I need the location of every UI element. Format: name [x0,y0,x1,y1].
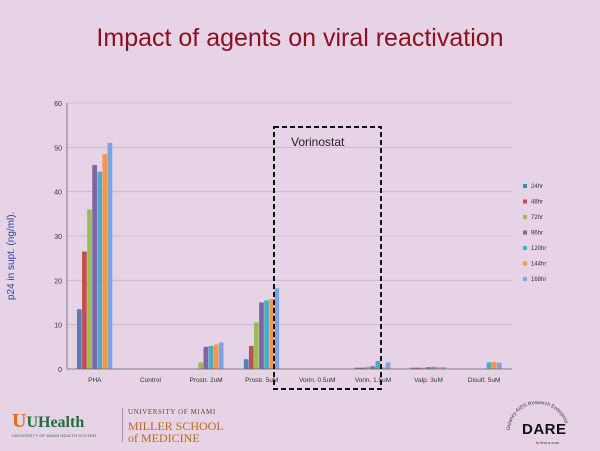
bar [360,367,365,369]
legend-layer: 24hr 48hr 72hr 96hr 120hr 144hr 168hr [523,184,546,283]
legend-swatch [523,199,527,204]
bar [380,367,386,369]
bar [102,153,108,369]
bar [218,342,224,369]
bar [269,298,275,369]
bar [203,346,209,369]
bar [82,251,87,369]
y-tick-label: 10 [54,323,62,330]
bar [426,367,431,369]
university-name: UNIVERSITY OF MIAMI [128,408,216,416]
legend-swatch [523,246,527,250]
x-tick-label: Control [140,377,162,384]
bar [375,361,381,369]
bar [107,142,113,369]
y-tick-label: 40 [54,190,62,197]
dare-logo-ring: Delaney AIDS Research Enterprise [506,400,569,430]
legend-label: 168hr [531,277,546,283]
x-tick-label: Prostr. 2uM [189,377,222,384]
x-tick-label: Valp. 3uM [414,377,443,384]
y-tick-label: 30 [54,234,62,241]
bar [259,302,264,369]
axis-layer: 0 10 20 30 40 50 60 PHA Control Prostr. 2uM Prostr… [54,101,512,384]
y-tick-label: 20 [54,278,62,285]
legend-swatch [523,277,527,281]
bar [213,344,219,369]
bar [208,345,214,369]
bar [370,366,376,369]
bar [274,288,280,369]
vorinostat-highlight-box [273,126,382,390]
bar [76,309,82,369]
bar [431,366,436,369]
x-tick-label: Prostr. 5uM [245,377,278,384]
uhealth-logo-text: UHealth [26,414,85,431]
bar [264,300,269,369]
legend-label: 144hr [531,262,546,268]
legend-swatch [523,261,527,266]
bar [97,171,103,369]
legend-label: 24hr [531,184,543,190]
school-line-1: MILLER SCHOOL [128,419,224,433]
bar [441,367,447,369]
y-tick-label: 50 [54,145,62,152]
legend-swatch [523,184,527,188]
bar [385,362,391,369]
vorinostat-annotation: Vorinostat [291,135,345,149]
school-name: MILLER SCHOOL of MEDICINE [128,420,224,444]
bar [198,362,204,369]
bar [491,361,497,369]
bar [486,362,492,369]
bar [254,322,259,369]
x-tick-label: PHA [88,377,102,384]
legend-swatch [523,230,527,235]
y-tick-label: 60 [54,101,62,108]
bar [243,359,249,369]
bar [248,345,254,369]
footer-divider [122,408,123,442]
dare-logo: DARE [522,421,567,438]
x-tick-label: Disulf. 5uM [468,377,501,384]
uhealth-subtitle: UNIVERSITY OF MIAMI HEALTH SYSTEM [12,433,97,438]
legend-swatch [523,215,527,219]
bar [355,367,360,369]
slide-title: Impact of agents on viral reactivation [96,24,504,52]
bar [420,367,426,369]
bar-layer [76,142,502,369]
grid-layer [67,102,512,370]
bar [92,165,97,369]
bar [410,367,416,369]
legend-label: 48hr [531,200,543,206]
bar [87,209,92,369]
school-line-2: of MEDICINE [128,431,200,445]
bar [365,366,370,369]
dare-tagline: to find a cure [536,440,560,445]
legend-label: 120hr [531,246,546,252]
legend-label: 72hr [531,215,543,221]
y-tick-label: 0 [58,367,62,374]
bar [436,367,441,369]
x-tick-label: Vorin. 0.5uM [299,377,336,384]
x-tick-label: Vorin. 1.5uM [355,377,392,384]
bar [496,362,502,369]
legend-label: 96hr [531,231,543,237]
bar [415,367,421,369]
uhealth-logo: UUHealth [12,410,85,432]
